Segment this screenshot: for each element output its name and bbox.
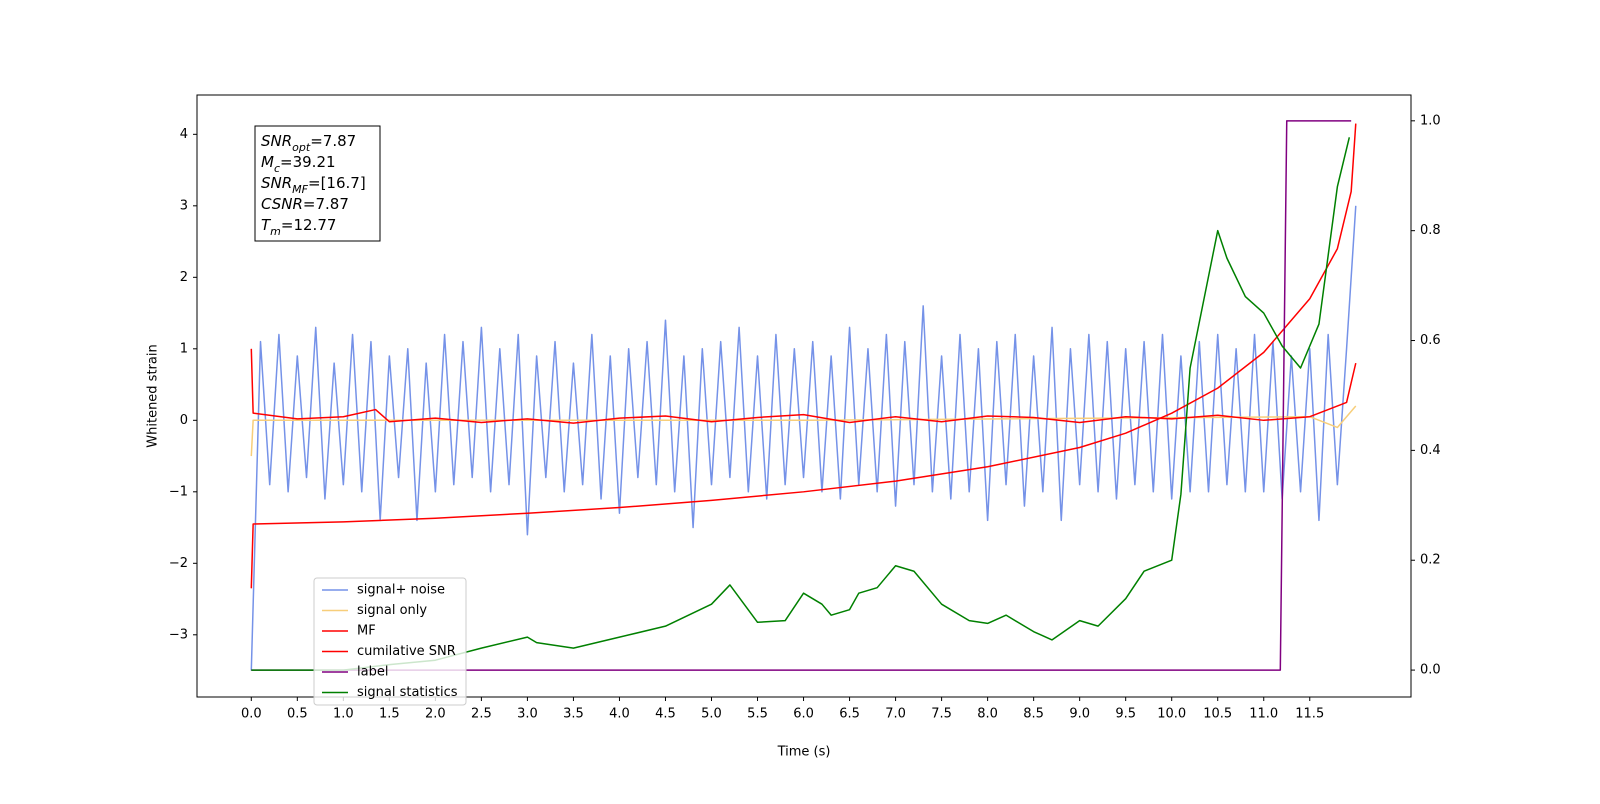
legend-label: label [357, 665, 388, 680]
annotation-line: CSNR=7.87 [261, 195, 349, 213]
x-tick-label: 7.5 [931, 707, 952, 722]
annotation-symbol: SNR [261, 132, 292, 150]
x-axis-label: Time (s) [777, 745, 831, 760]
y2-tick-label: 0.8 [1420, 223, 1441, 238]
annotation-line: Tm=12.77 [261, 216, 336, 238]
x-tick-label: 7.0 [885, 707, 906, 722]
x-tick-label: 10.0 [1157, 707, 1186, 722]
x-tick-label: 10.5 [1203, 707, 1232, 722]
x-tick-label: 11.0 [1249, 707, 1278, 722]
series-line [250, 405, 1357, 457]
annotation-value: =7.87 [310, 132, 356, 150]
y-axis-label: Whitened strain [146, 344, 161, 447]
y2-tick-label: 0.2 [1420, 553, 1441, 568]
annotation-symbol: M [261, 153, 274, 171]
x-tick-label: 5.5 [747, 707, 768, 722]
x-tick-label: 0.0 [241, 707, 262, 722]
annotation-subscript: m [270, 225, 281, 238]
annotation-line: SNRMF=[16.7] [261, 174, 366, 196]
y-tick-label: −3 [169, 627, 188, 642]
legend-label: signal+ noise [357, 583, 445, 598]
annotation-symbol: T [261, 216, 272, 234]
series-line [251, 137, 1351, 671]
annotation-value: =12.77 [281, 216, 337, 234]
y-tick-label: 2 [180, 270, 188, 285]
x-tick-label: 1.5 [379, 707, 400, 722]
legend-label: cumilative SNR [357, 644, 456, 659]
legend-label: MF [357, 624, 376, 639]
legend-frame [313, 577, 467, 706]
y2-tick-label: 0.4 [1420, 443, 1441, 458]
x-tick-label: 2.5 [471, 707, 492, 722]
annotation-box: SNRopt=7.87Mc=39.21SNRMF=[16.7]CSNR=7.87… [254, 125, 381, 242]
x-tick-label: 1.0 [333, 707, 354, 722]
y-tick-label: 0 [180, 413, 188, 428]
y2-tick-label: 0.6 [1420, 333, 1441, 348]
series-line [250, 205, 1357, 671]
x-tick-label: 9.5 [1115, 707, 1136, 722]
x-tick-label: 6.5 [839, 707, 860, 722]
y2-tick-label: 1.0 [1420, 113, 1441, 128]
y-tick-label: 4 [180, 127, 188, 142]
annotation-line: SNRopt=7.87 [261, 132, 356, 154]
legend: signal+ noise signal only MF cumilative SNR… [313, 577, 467, 706]
series-line [250, 123, 1357, 589]
x-tick-label: 4.0 [609, 707, 630, 722]
x-tick-label: 8.0 [977, 707, 998, 722]
annotation-subscript: opt [292, 141, 311, 154]
x-tick-label: 9.0 [1069, 707, 1090, 722]
annotation-line: Mc=39.21 [261, 153, 336, 175]
x-tick-label: 2.0 [425, 707, 446, 722]
annotation-value: =39.21 [280, 153, 336, 171]
y-tick-label: 1 [180, 341, 188, 356]
x-tick-label: 11.5 [1295, 707, 1324, 722]
annotation-value: =[16.7] [308, 174, 366, 192]
y-tick-label: −1 [169, 484, 188, 499]
annotation-symbol: SNR [261, 174, 292, 192]
annotation-subscript: MF [292, 183, 308, 196]
annotation-frame [254, 125, 381, 242]
series-line [251, 120, 1352, 671]
annotation-subscript: c [274, 162, 280, 175]
series-line [250, 348, 1357, 424]
legend-label: signal statistics [357, 685, 458, 700]
x-tick-label: 0.5 [287, 707, 308, 722]
x-tick-label: 8.5 [1023, 707, 1044, 722]
y-tick-label: −2 [169, 556, 188, 571]
annotation-value: =7.87 [303, 195, 349, 213]
annotation-symbol: CSNR [261, 195, 303, 213]
legend-label: signal only [357, 603, 427, 618]
x-tick-label: 3.0 [517, 707, 538, 722]
x-tick-label: 4.5 [655, 707, 676, 722]
x-tick-label: 3.5 [563, 707, 584, 722]
y2-tick-label: 0.0 [1420, 663, 1441, 678]
x-tick-label: 6.0 [793, 707, 814, 722]
y-tick-label: 3 [180, 198, 188, 213]
x-tick-label: 5.0 [701, 707, 722, 722]
